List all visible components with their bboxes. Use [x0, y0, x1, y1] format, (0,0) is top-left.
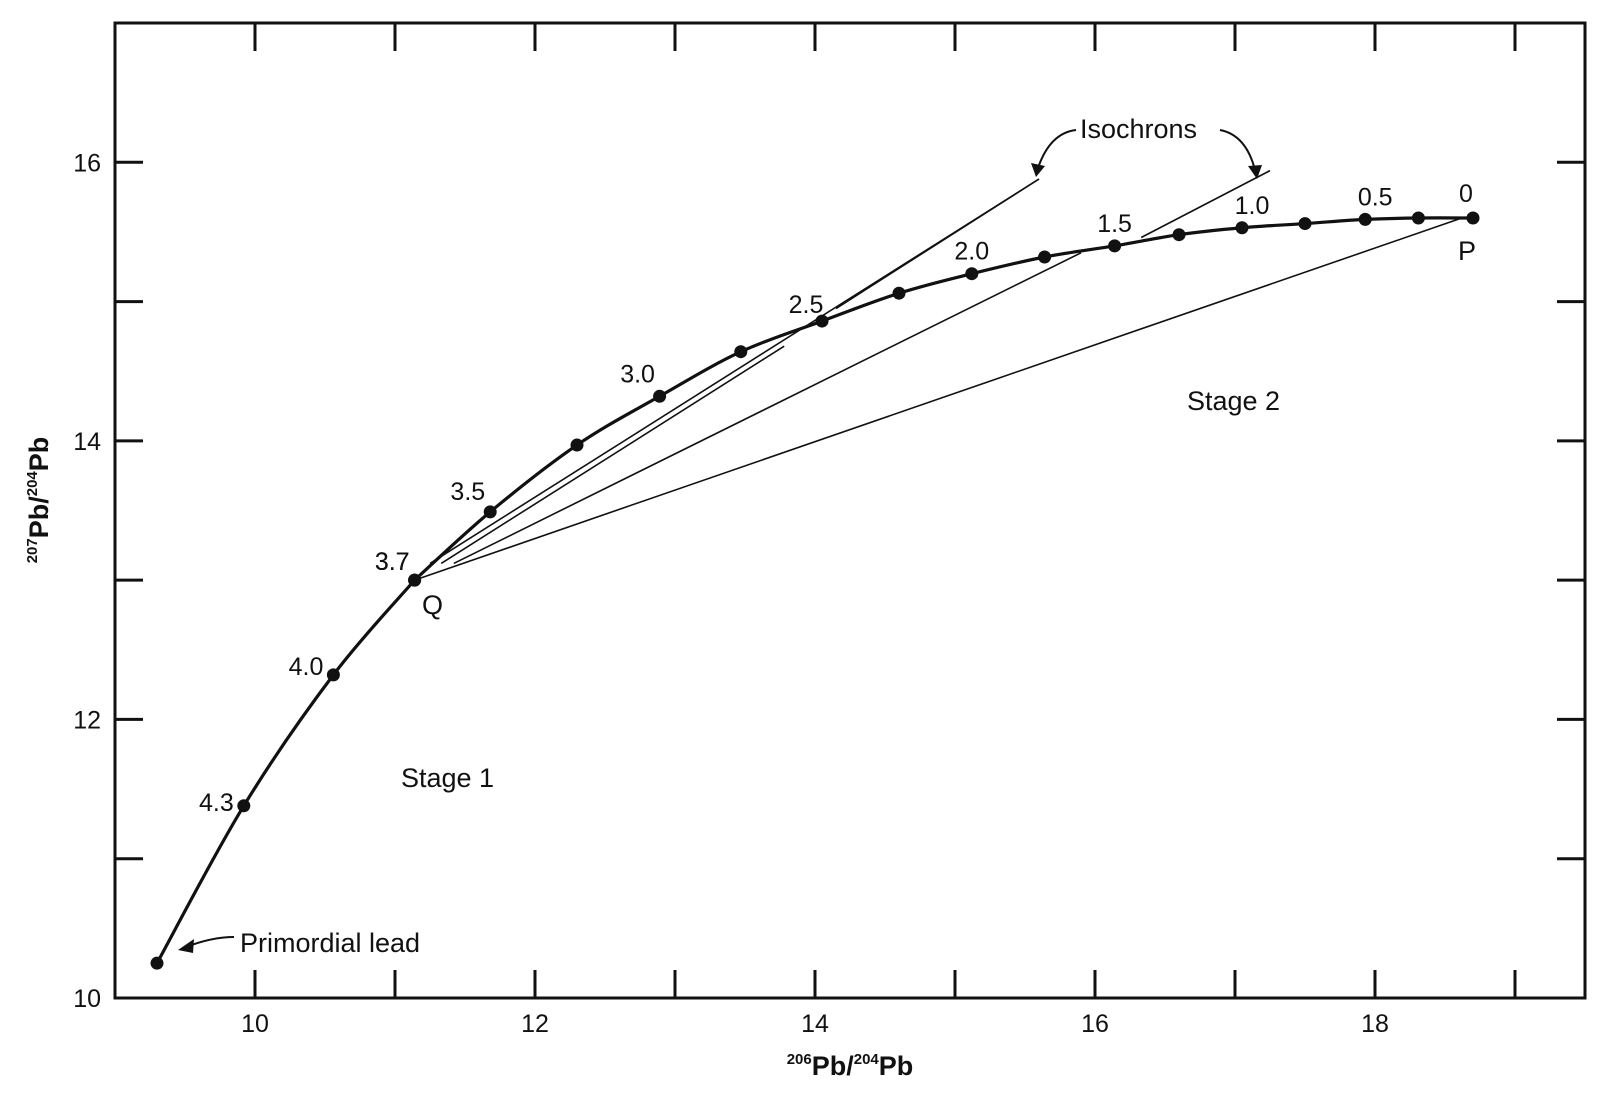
data-point — [1038, 250, 1052, 264]
x-tick-label: 12 — [521, 1010, 549, 1038]
x-tick-label: 18 — [1361, 1010, 1389, 1038]
stage-1-label: Stage 1 — [401, 763, 494, 793]
point-q-label: Q — [422, 590, 443, 620]
isochron-line — [1140, 169, 1271, 239]
isochron-line — [453, 252, 1082, 565]
data-point — [483, 505, 497, 519]
age-label: 0 — [1459, 180, 1473, 208]
age-label: 1.0 — [1235, 192, 1270, 220]
x-tick-label: 10 — [241, 1010, 269, 1038]
age-label: 2.0 — [954, 238, 989, 266]
axis-ticks — [115, 23, 1585, 1000]
age-labels: 4.34.03.73.73.53.02.52.01.51.0 0.5 0 — [199, 180, 1473, 817]
data-point — [965, 267, 979, 281]
growth-curve — [155, 579, 416, 964]
data-point — [815, 314, 829, 328]
primordial-lead-label: Primordial lead — [240, 928, 420, 958]
age-label: 3.0 — [620, 360, 655, 388]
isochrons-right-arrowhead — [1248, 165, 1262, 179]
data-point — [653, 389, 667, 403]
y-tick-label: 14 — [73, 428, 101, 456]
isochrons-left-arrow — [1037, 129, 1077, 169]
age-label: 3.7 — [375, 548, 410, 576]
growth-curves — [155, 216, 1474, 964]
age-points — [150, 211, 1480, 970]
data-point — [734, 345, 748, 359]
data-point — [150, 956, 164, 970]
age-label: 0.5 — [1358, 183, 1393, 211]
y-tick-label: 12 — [73, 706, 101, 734]
data-point — [1358, 212, 1372, 226]
data-point — [408, 573, 422, 587]
isochron-line — [414, 217, 1463, 581]
data-point — [1108, 239, 1122, 253]
x-tick-label: 16 — [1081, 1010, 1109, 1038]
data-point — [570, 438, 584, 452]
age-label: 4.3 — [199, 789, 234, 817]
age-label: 3.7 — [375, 548, 410, 576]
arrow-heads — [178, 163, 1262, 953]
point-p-label: P — [1458, 236, 1476, 266]
stage-2-label: Stage 2 — [1187, 386, 1280, 416]
plot-frame — [113, 21, 1587, 1000]
y-tick-label: 10 — [73, 985, 101, 1013]
x-axis-title: 206Pb/204Pb — [787, 1051, 914, 1081]
data-point — [1298, 217, 1312, 231]
age-label: 2.5 — [789, 291, 824, 319]
x-tick-label: 14 — [801, 1010, 829, 1038]
isochrons-left-arrowhead — [1031, 163, 1045, 177]
isochrons-right-arrow — [1219, 129, 1256, 171]
isochron-line — [835, 178, 1040, 310]
y-tick-label: 16 — [73, 149, 101, 177]
isochron-lines — [414, 169, 1463, 581]
age-label: 1.5 — [1097, 210, 1132, 238]
data-point — [326, 668, 340, 682]
isochrons-label: Isochrons — [1080, 114, 1197, 144]
data-point — [1172, 228, 1186, 242]
annotation-arrows — [185, 129, 1256, 948]
data-point — [1235, 221, 1249, 235]
y-axis-title: 207Pb/204Pb — [24, 437, 54, 564]
data-point — [892, 286, 906, 300]
data-point — [237, 799, 251, 813]
isochron-line — [440, 345, 785, 565]
data-point — [1466, 211, 1480, 225]
age-label: 3.5 — [450, 478, 485, 506]
primordial-arrow-head — [178, 939, 194, 953]
age-label: 4.0 — [289, 653, 324, 681]
tick-labels: 10 12 14 16 18 10 12 14 16 — [73, 149, 1389, 1038]
data-point — [1411, 211, 1425, 225]
